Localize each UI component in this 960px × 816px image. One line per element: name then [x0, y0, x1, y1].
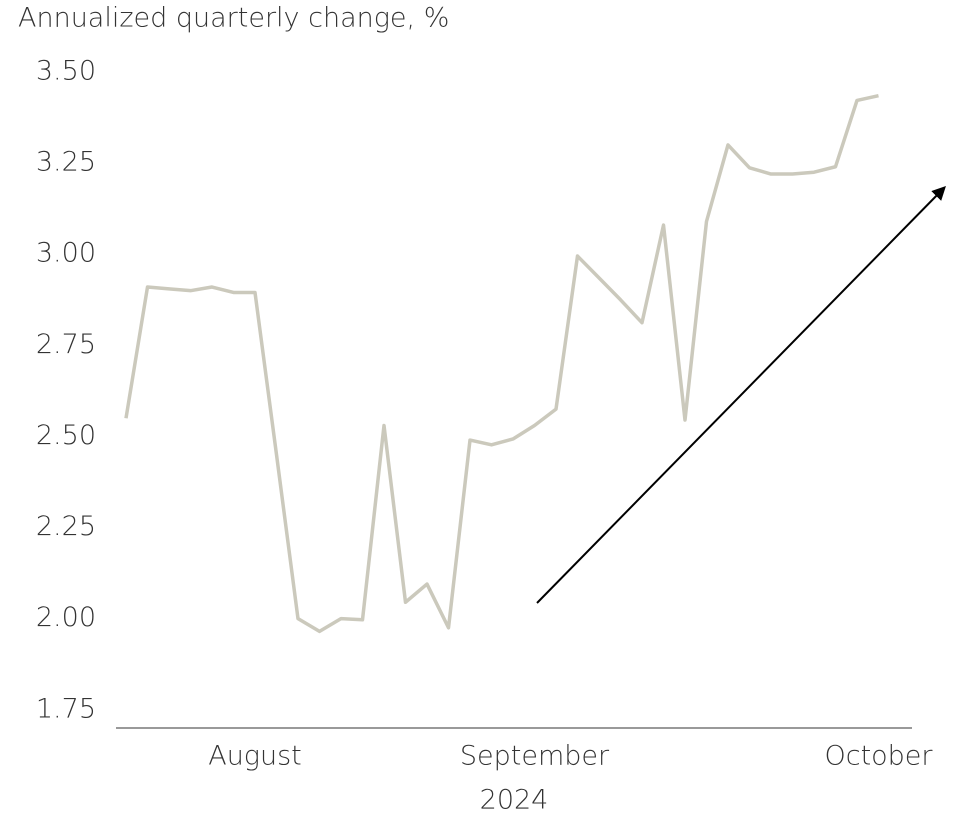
- data-line: [124, 93, 879, 634]
- x-tick-label: September: [460, 741, 610, 772]
- y-tick-label: 2.25: [36, 511, 96, 542]
- y-tick-label: 2.50: [36, 420, 96, 451]
- y-tick-label: 3.25: [36, 147, 96, 178]
- y-tick-label: 3.50: [36, 56, 96, 87]
- y-tick-label: 2.00: [36, 602, 96, 633]
- y-tick-label: 1.75: [36, 693, 96, 724]
- y-tick-label: 3.00: [36, 238, 96, 269]
- x-tick-label: August: [208, 741, 302, 772]
- x-axis-label: 2024: [480, 785, 549, 816]
- trend-arrow: [536, 186, 946, 604]
- y-tick-label: 2.75: [36, 329, 96, 360]
- chart-title: Annualized quarterly change, %: [18, 3, 449, 34]
- x-tick-label: October: [824, 741, 933, 772]
